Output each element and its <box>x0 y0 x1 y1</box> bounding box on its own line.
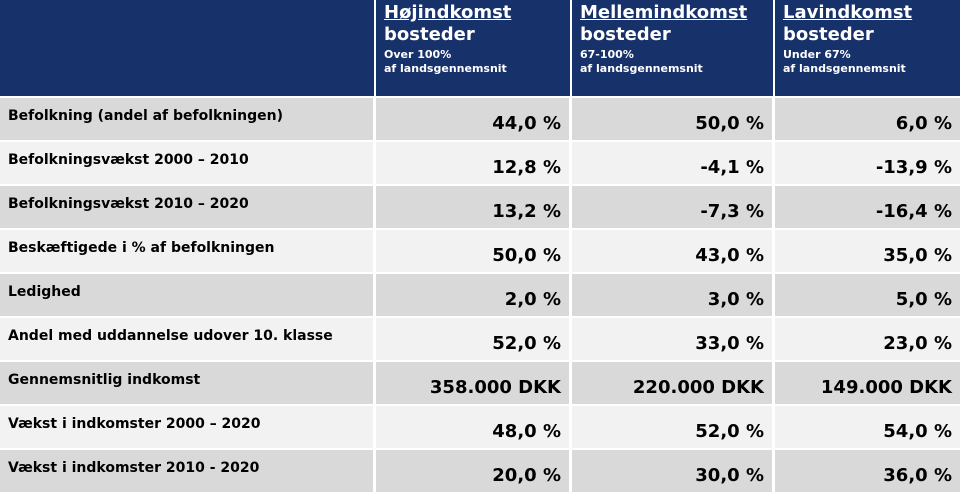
header-subtitle: bosteder <box>580 24 671 45</box>
table-row: Ledighed 2,0 % 3,0 % 5,0 % <box>0 272 960 316</box>
cell-middle-income: -7,3 % <box>572 184 775 228</box>
table-row: Befolkning (andel af befolkningen) 44,0 … <box>0 96 960 140</box>
cell-middle-income: 30,0 % <box>572 448 775 492</box>
cell-low-income: 35,0 % <box>775 228 960 272</box>
header-high-income: Højindkomst bosteder Over 100% af landsg… <box>376 0 572 96</box>
header-note: Over 100% <box>384 48 452 61</box>
table-row: Gennemsnitlig indkomst 358.000 DKK 220.0… <box>0 360 960 404</box>
row-label: Vækst i indkomster 2010 - 2020 <box>0 448 376 492</box>
cell-middle-income: 50,0 % <box>572 96 775 140</box>
cell-low-income: -16,4 % <box>775 184 960 228</box>
row-label: Gennemsnitlig indkomst <box>0 360 376 404</box>
cell-middle-income: 43,0 % <box>572 228 775 272</box>
cell-high-income: 358.000 DKK <box>376 360 572 404</box>
cell-low-income: -13,9 % <box>775 140 960 184</box>
header-note: af landsgennemsnit <box>783 62 906 75</box>
row-label: Ledighed <box>0 272 376 316</box>
cell-low-income: 54,0 % <box>775 404 960 448</box>
cell-high-income: 48,0 % <box>376 404 572 448</box>
row-label: Befolkningsvækst 2000 – 2010 <box>0 140 376 184</box>
row-label: Befolkningsvækst 2010 – 2020 <box>0 184 376 228</box>
table-row: Beskæftigede i % af befolkningen 50,0 % … <box>0 228 960 272</box>
table-row: Vækst i indkomster 2000 – 2020 48,0 % 52… <box>0 404 960 448</box>
header-row: Højindkomst bosteder Over 100% af landsg… <box>0 0 960 96</box>
cell-high-income: 2,0 % <box>376 272 572 316</box>
cell-low-income: 36,0 % <box>775 448 960 492</box>
table-row: Andel med uddannelse udover 10. klasse 5… <box>0 316 960 360</box>
row-label: Andel med uddannelse udover 10. klasse <box>0 316 376 360</box>
cell-middle-income: 52,0 % <box>572 404 775 448</box>
cell-high-income: 52,0 % <box>376 316 572 360</box>
cell-high-income: 20,0 % <box>376 448 572 492</box>
cell-low-income: 23,0 % <box>775 316 960 360</box>
row-label: Befolkning (andel af befolkningen) <box>0 96 376 140</box>
header-subtitle: bosteder <box>384 24 475 45</box>
cell-middle-income: 3,0 % <box>572 272 775 316</box>
header-note: 67-100% <box>580 48 634 61</box>
header-note: Under 67% <box>783 48 851 61</box>
header-note: af landsgennemsnit <box>384 62 507 75</box>
cell-middle-income: 33,0 % <box>572 316 775 360</box>
row-label: Vækst i indkomster 2000 – 2020 <box>0 404 376 448</box>
header-title[interactable]: Lavindkomst <box>783 2 913 23</box>
cell-middle-income: 220.000 DKK <box>572 360 775 404</box>
header-corner <box>0 0 376 96</box>
row-label: Beskæftigede i % af befolkningen <box>0 228 376 272</box>
cell-middle-income: -4,1 % <box>572 140 775 184</box>
header-subtitle: bosteder <box>783 24 874 45</box>
cell-low-income: 5,0 % <box>775 272 960 316</box>
header-note: af landsgennemsnit <box>580 62 703 75</box>
table-row: Vækst i indkomster 2010 - 2020 20,0 % 30… <box>0 448 960 492</box>
table-row: Befolkningsvækst 2010 – 2020 13,2 % -7,3… <box>0 184 960 228</box>
cell-high-income: 44,0 % <box>376 96 572 140</box>
cell-high-income: 50,0 % <box>376 228 572 272</box>
cell-low-income: 6,0 % <box>775 96 960 140</box>
header-title[interactable]: Mellemindkomst <box>580 2 748 23</box>
cell-high-income: 12,8 % <box>376 140 572 184</box>
table-row: Befolkningsvækst 2000 – 2010 12,8 % -4,1… <box>0 140 960 184</box>
header-title[interactable]: Højindkomst <box>384 2 512 23</box>
cell-low-income: 149.000 DKK <box>775 360 960 404</box>
header-middle-income: Mellemindkomst bosteder 67-100% af lands… <box>572 0 775 96</box>
cell-high-income: 13,2 % <box>376 184 572 228</box>
header-low-income: Lavindkomst bosteder Under 67% af landsg… <box>775 0 960 96</box>
